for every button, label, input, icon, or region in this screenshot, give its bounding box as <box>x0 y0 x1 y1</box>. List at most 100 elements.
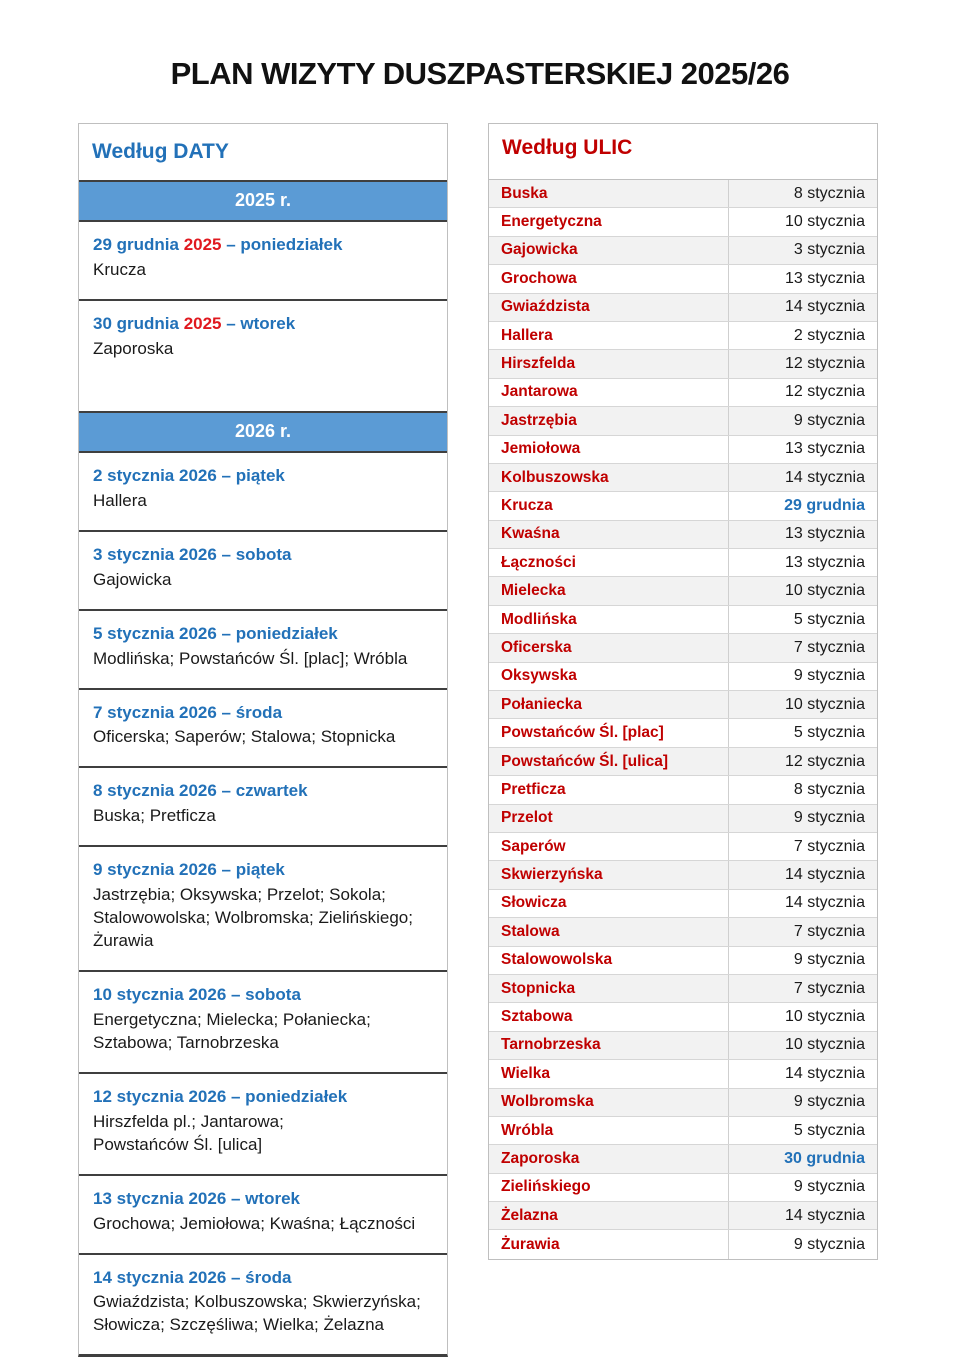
street-row: Powstańców Śl. [ulica] 12 stycznia <box>489 747 877 777</box>
entry-date-heading: 29 grudnia 2025 – poniedziałek <box>93 234 433 257</box>
visit-date: 29 grudnia <box>784 496 865 514</box>
entry-date-weekday: – środa <box>226 1267 292 1287</box>
street-name: Energetyczna <box>489 208 729 236</box>
entry-date-heading: 14 stycznia 2026 – środa <box>93 1267 433 1290</box>
visit-date: 9 stycznia <box>793 667 865 685</box>
entries-2025: 29 grudnia 2025 – poniedziałek Krucza 30… <box>79 220 447 411</box>
street-row: Stalowowolska 9 stycznia <box>489 946 877 975</box>
street-row: Jastrzębia 9 stycznia <box>489 407 877 436</box>
street-row: Zaporoska 30 grudnia <box>489 1145 877 1174</box>
entry-date-year: 2026 <box>179 781 217 801</box>
visit-date: 10 stycznia <box>784 695 865 713</box>
by-date-header: Według DATY <box>92 140 229 163</box>
entry-date-day: 29 grudnia <box>93 235 184 254</box>
street-row: Połaniecka 10 stycznia <box>489 691 877 720</box>
entry-date-day: 5 stycznia <box>93 623 179 643</box>
street-row: Hirszfelda 12 stycznia <box>489 350 877 379</box>
visit-date: 14 stycznia <box>784 298 865 316</box>
entry-streets: Oficerska; Saperów; Stalowa; Stopnicka <box>93 727 396 747</box>
entry-date-heading: 3 stycznia 2026 – sobota <box>93 544 433 567</box>
street-name: Kolbuszowska <box>489 463 729 492</box>
street-row: Wolbromska 9 stycznia <box>489 1088 877 1117</box>
visit-date: 14 stycznia <box>784 1206 865 1224</box>
street-name: Grochowa <box>489 265 729 293</box>
street-row: Tarnobrzeska 10 stycznia <box>489 1031 877 1061</box>
street-name: Saperów <box>489 832 729 861</box>
street-name: Jastrzębia <box>489 407 729 435</box>
visit-date: 10 stycznia <box>784 1036 865 1054</box>
street-name: Oficerska <box>489 634 729 662</box>
street-name: Gwiaździsta <box>489 293 729 321</box>
entry-date-year: 2026 <box>188 1267 227 1287</box>
entry-date-year: 2026 <box>179 702 217 722</box>
entry-date-year: 2026 <box>188 1086 227 1106</box>
entry-date-year: 2026 <box>179 623 217 643</box>
visit-entry: 7 stycznia 2026 – środa Oficerska; Saper… <box>79 687 447 767</box>
street-name: Modlińska <box>489 605 729 634</box>
street-name: Zielińskiego <box>489 1173 729 1202</box>
street-name: Słowicza <box>489 889 729 918</box>
entry-date-day: 30 grudnia <box>93 313 184 333</box>
street-name: Żelazna <box>489 1202 729 1230</box>
visit-date: 7 stycznia <box>793 837 865 855</box>
visit-date: 14 stycznia <box>784 866 865 884</box>
visit-date: 7 stycznia <box>793 979 865 997</box>
street-row: Zielińskiego 9 stycznia <box>489 1173 877 1203</box>
street-name: Wróbla <box>489 1116 729 1145</box>
visit-date: 10 stycznia <box>784 582 865 600</box>
street-name: Sztabowa <box>489 1003 729 1031</box>
entries-2026: 2 stycznia 2026 – piątek Hallera 3 stycz… <box>79 450 447 1354</box>
visit-date: 5 stycznia <box>793 610 865 628</box>
entry-date-weekday: – piątek <box>216 860 285 880</box>
street-name: Przelot <box>489 804 729 832</box>
entry-streets: Gwiaździsta; Kolbuszowska; Skwierzyńska;… <box>93 1292 421 1335</box>
street-name: Hallera <box>489 321 729 350</box>
street-name: Powstańców Śl. [ulica] <box>489 747 729 776</box>
street-name: Pretficza <box>489 776 729 804</box>
entry-date-weekday: – piątek <box>216 465 285 485</box>
street-row: Wróbla 5 stycznia <box>489 1116 877 1146</box>
street-row: Hallera 2 stycznia <box>489 321 877 351</box>
entry-date-day: 12 stycznia <box>93 1086 189 1106</box>
visit-date: 9 stycznia <box>793 1178 865 1196</box>
street-row: Powstańców Śl. [plac] 5 stycznia <box>489 719 877 748</box>
visit-date: 9 stycznia <box>793 809 865 827</box>
visit-date: 12 stycznia <box>784 752 865 770</box>
visit-date: 10 stycznia <box>784 213 865 231</box>
panel-by-date: Według DATY 2025 r. 29 grudnia 2025 – po… <box>78 123 448 1357</box>
visit-date: 9 stycznia <box>793 951 865 969</box>
year-banner-2025: 2025 r. <box>79 180 447 220</box>
entry-date-year: 2026 <box>179 465 217 485</box>
entry-date-day: 8 stycznia <box>93 781 179 801</box>
visit-date: 14 stycznia <box>784 894 865 912</box>
street-row: Żelazna 14 stycznia <box>489 1202 877 1231</box>
street-row: Stopnicka 7 stycznia <box>489 974 877 1004</box>
visit-date: 30 grudnia <box>784 1149 865 1167</box>
street-name: Stopnicka <box>489 974 729 1003</box>
visit-entry: 2 stycznia 2026 – piątek Hallera <box>79 450 447 530</box>
visit-date: 13 stycznia <box>784 269 865 287</box>
street-row: Saperów 7 stycznia <box>489 832 877 862</box>
street-name: Gajowicka <box>489 236 729 265</box>
street-name: Buska <box>489 180 729 208</box>
street-row: Grochowa 13 stycznia <box>489 265 877 294</box>
entry-streets: Jastrzębia; Oksywska; Przelot; Sokola; S… <box>93 885 413 951</box>
street-name: Połaniecka <box>489 691 729 719</box>
street-row: Wielka 14 stycznia <box>489 1060 877 1089</box>
entry-date-weekday: – poniedziałek <box>226 1086 348 1106</box>
street-row: Stalowa 7 stycznia <box>489 918 877 947</box>
street-row: Sztabowa 10 stycznia <box>489 1003 877 1032</box>
street-row: Łączności 13 stycznia <box>489 549 877 578</box>
entry-date-weekday: – wtorek <box>226 1188 300 1208</box>
street-row: Modlińska 5 stycznia <box>489 605 877 635</box>
entry-date-day: 3 stycznia <box>93 544 179 564</box>
visit-date: 8 stycznia <box>793 780 865 798</box>
entry-date-heading: 7 stycznia 2026 – środa <box>93 702 433 725</box>
visit-date: 14 stycznia <box>784 1064 865 1082</box>
visit-date: 3 stycznia <box>793 241 865 259</box>
entry-streets: Energetyczna; Mielecka; Połaniecka; Szta… <box>93 1009 371 1052</box>
street-row: Słowicza 14 stycznia <box>489 889 877 919</box>
street-row: Jemiołowa 13 stycznia <box>489 435 877 464</box>
entry-streets: Buska; Pretficza <box>93 806 216 826</box>
entry-date-heading: 2 stycznia 2026 – piątek <box>93 465 433 488</box>
